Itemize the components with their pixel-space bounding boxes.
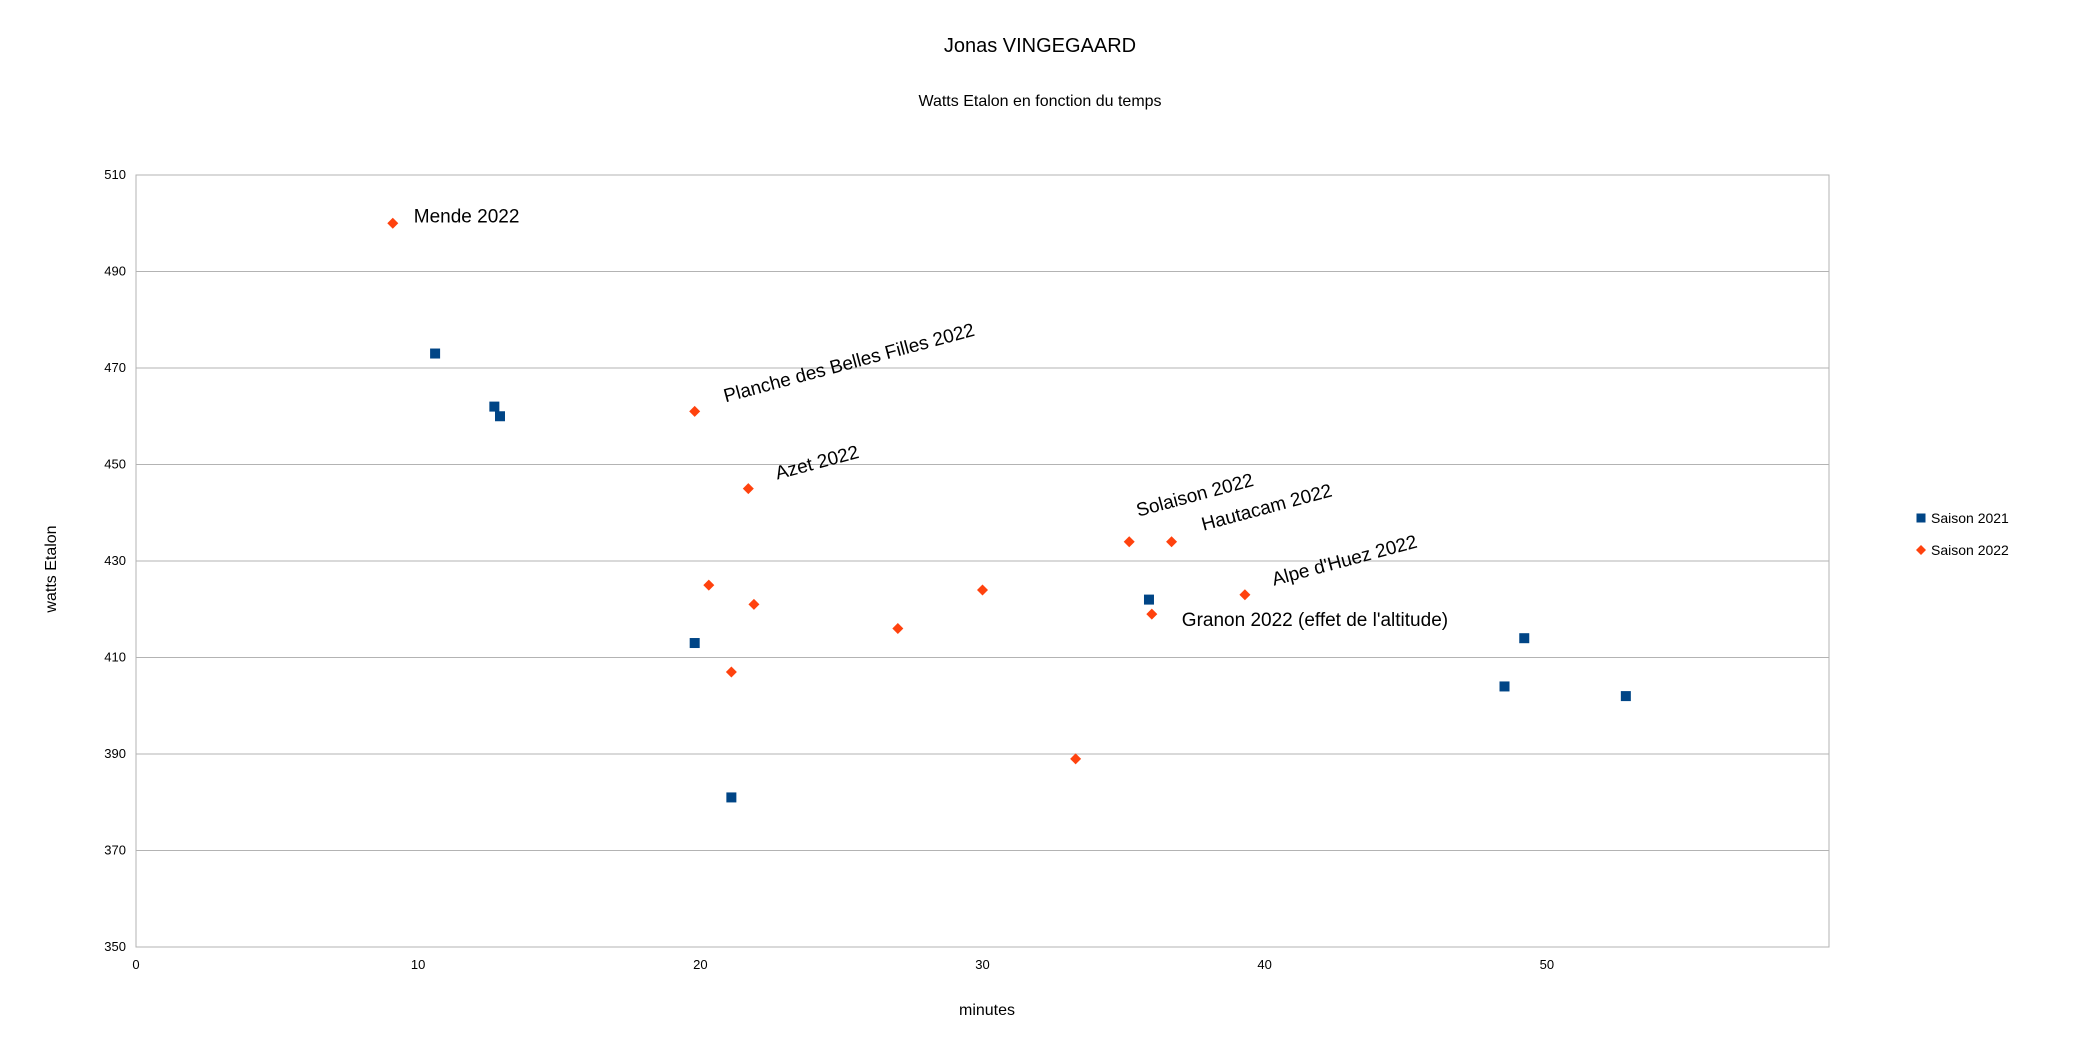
legend-marker bbox=[1916, 545, 1926, 555]
legend-label: Saison 2022 bbox=[1931, 542, 2009, 558]
x-tick-label: 40 bbox=[1257, 957, 1271, 972]
point-saison-2021 bbox=[1620, 691, 1631, 702]
x-axis-ticks: 0 10 20 30 40 50 bbox=[132, 957, 1554, 972]
chart-subtitle: Watts Etalon en fonction du temps bbox=[918, 93, 1161, 110]
y-tick-label: 470 bbox=[104, 360, 126, 375]
y-tick-label: 430 bbox=[104, 553, 126, 568]
point-saison-2021 bbox=[1519, 633, 1530, 644]
point-saison-2021 bbox=[494, 411, 505, 422]
point-saison-2022 bbox=[977, 584, 988, 596]
gridlines bbox=[136, 174, 1829, 948]
y-axis-ticks: 350 370 390 410 430 450 470 490 510 bbox=[104, 167, 126, 954]
y-tick-label: 370 bbox=[104, 843, 126, 858]
point-saison-2022 bbox=[1166, 536, 1178, 548]
point-saison-2022 bbox=[1146, 608, 1158, 620]
point-saison-2022 bbox=[1123, 536, 1135, 548]
y-tick-label: 350 bbox=[104, 939, 126, 954]
point-saison-2022 bbox=[1239, 589, 1251, 601]
x-tick-label: 20 bbox=[693, 957, 707, 972]
y-tick-label: 510 bbox=[104, 167, 126, 182]
y-tick-label: 450 bbox=[104, 457, 126, 472]
plot-area bbox=[135, 174, 1830, 948]
y-tick-label: 410 bbox=[104, 650, 126, 665]
y-tick-label: 490 bbox=[104, 264, 126, 279]
annotation-label: Planche des Belles Filles 2022 bbox=[722, 320, 977, 407]
point-saison-2022 bbox=[689, 405, 701, 417]
point-saison-2022 bbox=[742, 483, 754, 495]
annotation-label: Azet 2022 bbox=[773, 442, 861, 484]
x-tick-label: 10 bbox=[411, 957, 425, 972]
legend-marker bbox=[1916, 513, 1926, 523]
y-tick-label: 390 bbox=[104, 746, 126, 761]
point-saison-2022 bbox=[703, 579, 715, 591]
point-saison-2021 bbox=[1143, 594, 1154, 605]
point-saison-2021 bbox=[1499, 681, 1510, 692]
annotation-label: Granon 2022 (effet de l'altitude) bbox=[1182, 610, 1448, 631]
annotations: Mende 2022 Planche des Belles Filles 2022… bbox=[414, 206, 1448, 631]
y-axis-title: watts Etalon bbox=[43, 525, 60, 613]
annotation-label: Mende 2022 bbox=[414, 206, 520, 227]
point-saison-2022 bbox=[892, 623, 904, 635]
point-saison-2022 bbox=[387, 217, 399, 229]
point-saison-2022 bbox=[1070, 753, 1082, 765]
point-saison-2021 bbox=[430, 348, 441, 359]
point-saison-2021 bbox=[689, 638, 700, 649]
x-tick-label: 30 bbox=[975, 957, 989, 972]
x-axis-title: minutes bbox=[959, 1002, 1015, 1019]
data-points bbox=[387, 217, 1631, 803]
chart-title: Jonas VINGEGAARD bbox=[944, 35, 1136, 57]
point-saison-2022 bbox=[725, 666, 737, 678]
x-tick-label: 50 bbox=[1540, 957, 1554, 972]
point-saison-2021 bbox=[726, 792, 737, 803]
legend: Saison 2021 Saison 2022 bbox=[1916, 510, 2009, 558]
point-saison-2022 bbox=[748, 598, 760, 610]
x-tick-label: 0 bbox=[132, 957, 139, 972]
legend-label: Saison 2021 bbox=[1931, 510, 2009, 526]
point-saison-2021 bbox=[489, 401, 500, 412]
